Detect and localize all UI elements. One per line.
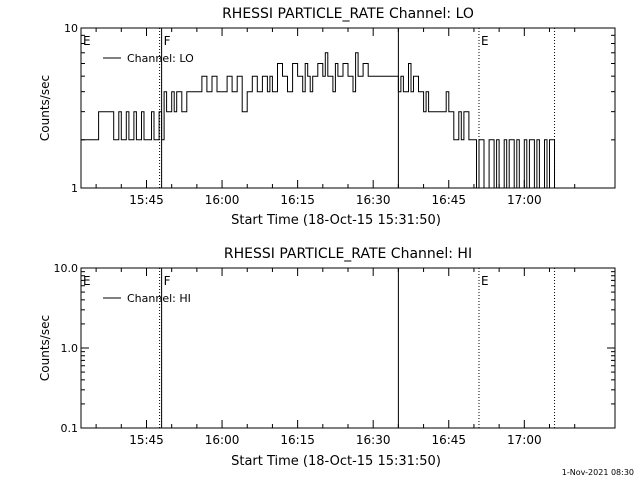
x-tick-label: 16:15: [280, 193, 315, 207]
event-marker-label: E: [481, 274, 489, 288]
x-axis-label: Start Time (18-Oct-15 15:31:50): [231, 213, 441, 228]
x-tick-label: 16:00: [205, 193, 240, 207]
y-axis-label: Counts/sec: [38, 75, 52, 141]
y-axis-label: Counts/sec: [38, 315, 52, 381]
x-tick-label: 16:30: [356, 193, 391, 207]
event-marker-label: F: [164, 34, 171, 48]
event-marker-label: E: [481, 34, 489, 48]
x-axis-label: Start Time (18-Oct-15 15:31:50): [231, 454, 441, 469]
y-tick-label: 1: [71, 182, 78, 195]
event-marker-label: F: [164, 274, 171, 288]
chart-title: RHESSI PARTICLE_RATE Channel: HI: [224, 246, 472, 262]
x-tick-label: 16:45: [431, 193, 466, 207]
y-tick-label: 10: [64, 22, 78, 35]
y-tick-label: 10.0: [54, 262, 79, 275]
event-marker-label: E: [83, 274, 91, 288]
x-tick-label: 16:15: [280, 433, 315, 447]
series-line: [81, 52, 555, 189]
x-tick-label: 16:00: [205, 433, 240, 447]
x-tick-label: 17:00: [507, 433, 542, 447]
x-tick-label: 15:45: [129, 433, 164, 447]
footer-date: 1-Nov-2021 08:30: [561, 468, 634, 477]
x-tick-label: 17:00: [507, 193, 542, 207]
event-marker-label: E: [83, 34, 91, 48]
x-tick-label: 16:30: [356, 433, 391, 447]
y-tick-label: 0.1: [61, 422, 79, 435]
y-tick-label: 1.0: [61, 342, 79, 355]
x-tick-label: 16:45: [431, 433, 466, 447]
x-tick-label: 15:45: [129, 193, 164, 207]
legend-label: Channel: HI: [127, 292, 191, 305]
chart-title: RHESSI PARTICLE_RATE Channel: LO: [222, 6, 474, 22]
legend-label: Channel: LO: [127, 52, 194, 65]
